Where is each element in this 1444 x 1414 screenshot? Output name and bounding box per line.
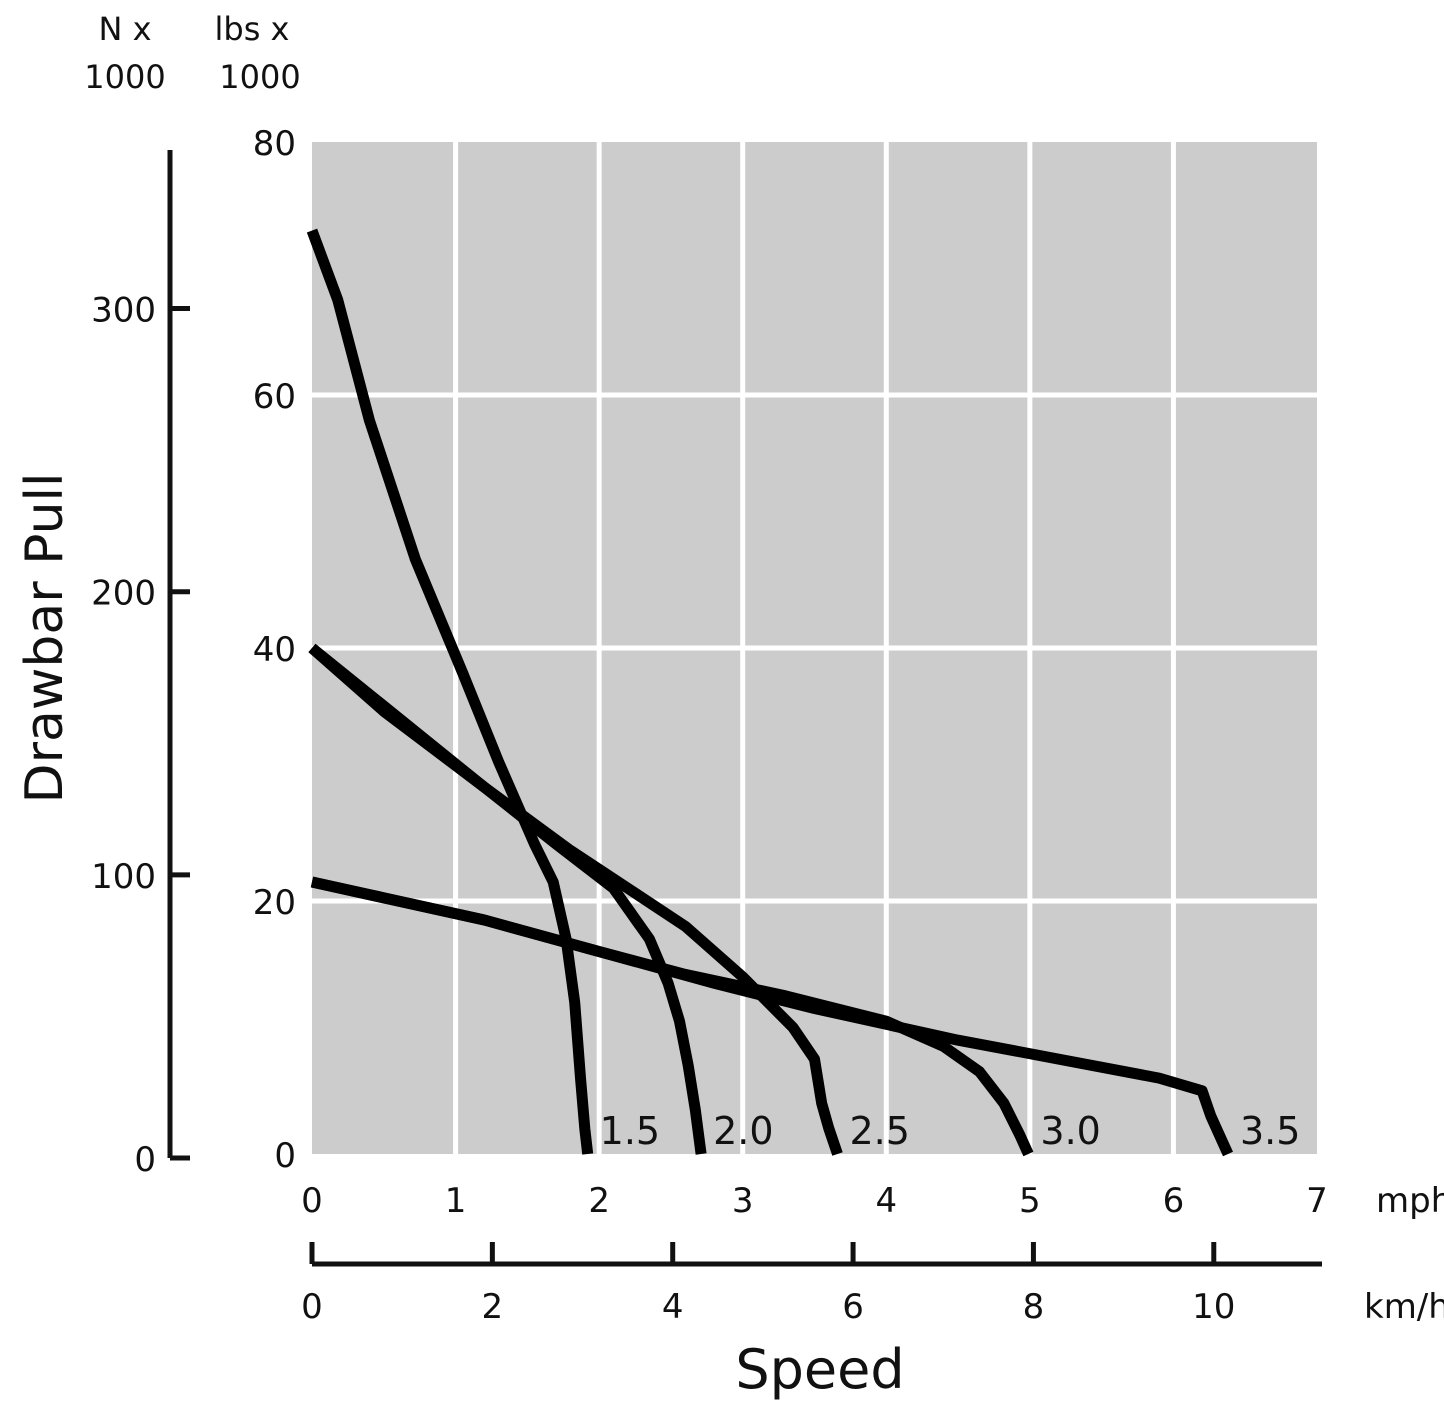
kmh-tick-10: 10 bbox=[1192, 1287, 1235, 1327]
series-label-2.0: 2.0 bbox=[713, 1109, 773, 1153]
series-line-3.5 bbox=[310, 876, 1234, 1157]
x-unit-primary: mph bbox=[1376, 1181, 1444, 1221]
kmh-tick-6: 6 bbox=[842, 1287, 864, 1327]
y-unit-secondary-line2: 1000 bbox=[84, 58, 165, 96]
series-line-2.5 bbox=[308, 643, 843, 1156]
x-tick-6: 6 bbox=[1163, 1181, 1185, 1221]
y-tick-labels: 0 20 40 60 80 bbox=[253, 124, 296, 1176]
series-lines bbox=[306, 228, 1234, 1157]
y-tick-60: 60 bbox=[253, 377, 296, 417]
series-line-1.5 bbox=[306, 228, 594, 1155]
newton-tick-0: 0 bbox=[134, 1140, 156, 1180]
y-unit-secondary-line1: N x bbox=[98, 10, 151, 48]
kmh-tick-4: 4 bbox=[662, 1287, 684, 1327]
series-label-3.0: 3.0 bbox=[1040, 1109, 1100, 1153]
x-axis-title: Speed bbox=[735, 1338, 904, 1401]
kmh-tick-8: 8 bbox=[1023, 1287, 1045, 1327]
x-tick-5: 5 bbox=[1019, 1181, 1041, 1221]
series-label-2.5: 2.5 bbox=[849, 1109, 909, 1153]
y-axis-title: Drawbar Pull bbox=[15, 473, 75, 804]
series-label-3.5: 3.5 bbox=[1240, 1109, 1300, 1153]
y-unit-primary-line1: lbs x bbox=[215, 10, 290, 48]
x-tick-labels: 0 1 2 3 4 5 6 7 bbox=[301, 1181, 1328, 1221]
x-tick-1: 1 bbox=[445, 1181, 467, 1221]
grid-lines bbox=[312, 142, 1317, 1154]
y-tick-40: 40 bbox=[253, 630, 296, 670]
x-tick-2: 2 bbox=[588, 1181, 610, 1221]
y-unit-primary-line2: 1000 bbox=[219, 58, 300, 96]
x-tick-3: 3 bbox=[732, 1181, 754, 1221]
newton-axis: 0 100 200 300 bbox=[91, 150, 190, 1180]
newton-tick-100: 100 bbox=[91, 857, 156, 897]
kmh-tick-2: 2 bbox=[482, 1287, 504, 1327]
x-tick-0: 0 bbox=[301, 1181, 323, 1221]
x-tick-4: 4 bbox=[875, 1181, 897, 1221]
newton-tick-300: 300 bbox=[91, 291, 156, 331]
y-tick-0: 0 bbox=[274, 1136, 296, 1176]
kmh-tick-0: 0 bbox=[301, 1287, 323, 1327]
y-tick-80: 80 bbox=[253, 124, 296, 164]
series-label-1.5: 1.5 bbox=[600, 1109, 660, 1153]
x-tick-7: 7 bbox=[1306, 1181, 1328, 1221]
series-labels: 1.5 2.0 2.5 3.0 3.5 bbox=[600, 1109, 1301, 1153]
y-tick-20: 20 bbox=[253, 883, 296, 923]
kmh-axis: 0 2 4 6 8 10 bbox=[301, 1242, 1322, 1327]
newton-tick-200: 200 bbox=[91, 574, 156, 614]
x-unit-secondary: km/h bbox=[1364, 1287, 1444, 1327]
